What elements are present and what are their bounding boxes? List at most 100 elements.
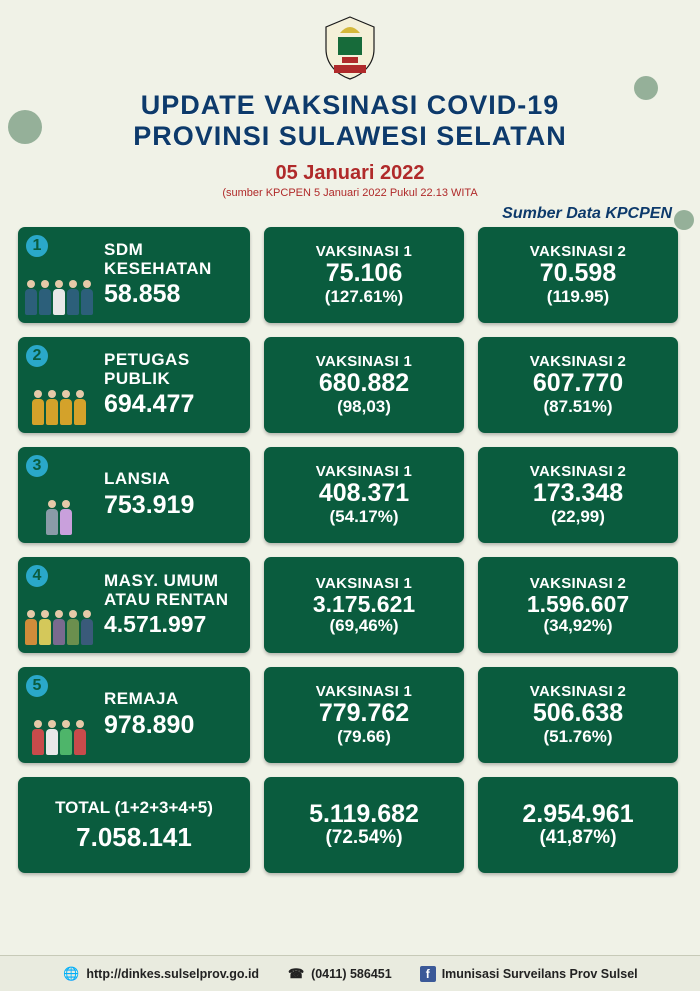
person-icon: [60, 729, 72, 755]
vaksinasi-1-card: VAKSINASI 1 779.762 (79.66): [264, 667, 464, 763]
total-label: TOTAL (1+2+3+4+5): [55, 798, 213, 818]
phone-text: (0411) 586451: [311, 967, 392, 981]
main-title: UPDATE VAKSINASI COVID-19 PROVINSI SULAW…: [18, 90, 682, 152]
category-people-icon: [24, 475, 94, 535]
vaksinasi-2-percent: (34,92%): [544, 616, 613, 636]
vaksinasi-2-percent: (51.76%): [544, 727, 613, 747]
person-icon: [53, 619, 65, 645]
category-total: 58.858: [104, 280, 244, 309]
person-icon: [74, 399, 86, 425]
total-value: 7.058.141: [76, 822, 192, 853]
category-card: 1 SDM KESEHATAN 58.858: [18, 227, 250, 323]
vaksinasi-1-percent: (127.61%): [325, 287, 403, 307]
category-total: 694.477: [104, 390, 244, 419]
vaksinasi-1-percent: (69,46%): [330, 616, 399, 636]
vaksinasi-1-value: 680.882: [319, 370, 409, 396]
phone-icon: ☎: [287, 965, 305, 983]
vaksinasi-1-card: VAKSINASI 1 75.106 (127.61%): [264, 227, 464, 323]
category-number-badge: 2: [24, 343, 50, 369]
category-name: REMAJA: [104, 690, 244, 709]
vaksinasi-2-label: VAKSINASI 2: [530, 683, 626, 700]
report-date: 05 Januari 2022: [18, 162, 682, 185]
category-name: PETUGAS PUBLIK: [104, 351, 244, 388]
vaksinasi-2-percent: (22,99): [551, 507, 605, 527]
vaksinasi-2-value: 506.638: [533, 700, 623, 726]
person-icon: [67, 619, 79, 645]
category-people-icon: [24, 585, 94, 645]
facebook-text: Imunisasi Surveilans Prov Sulsel: [442, 967, 638, 981]
infographic-page: UPDATE VAKSINASI COVID-19 PROVINSI SULAW…: [0, 0, 700, 991]
person-icon: [25, 619, 37, 645]
category-card: 2 PETUGAS PUBLIK 694.477: [18, 337, 250, 433]
total-card: TOTAL (1+2+3+4+5) 7.058.141: [18, 777, 250, 873]
category-card: 4 MASY. UMUM ATAU RENTAN 4.571.997: [18, 557, 250, 653]
title-line-1: UPDATE VAKSINASI COVID-19: [18, 90, 682, 121]
category-total: 978.890: [104, 711, 244, 740]
person-icon: [46, 399, 58, 425]
category-people-icon: [24, 695, 94, 755]
person-icon: [39, 289, 51, 315]
vaksinasi-2-label: VAKSINASI 2: [530, 463, 626, 480]
vaksinasi-2-label: VAKSINASI 2: [530, 353, 626, 370]
vaksinasi-1-value: 75.106: [326, 260, 402, 286]
category-number-badge: 3: [24, 453, 50, 479]
report-source-time: (sumber KPCPEN 5 Januari 2022 Pukul 22.1…: [18, 187, 682, 199]
category-text: SDM KESEHATAN 58.858: [102, 241, 244, 309]
vaksinasi-1-label: VAKSINASI 1: [316, 575, 412, 592]
vaksinasi-1-percent: (98,03): [337, 397, 391, 417]
vaksinasi-2-value: 607.770: [533, 370, 623, 396]
category-text: PETUGAS PUBLIK 694.477: [102, 351, 244, 419]
vaksinasi-1-label: VAKSINASI 1: [316, 243, 412, 260]
globe-icon: 🌐: [62, 965, 80, 983]
vaksinasi-2-label: VAKSINASI 2: [530, 575, 626, 592]
data-grid: 1 SDM KESEHATAN 58.858 VAKSINASI 1 75.10…: [18, 227, 682, 873]
vaksinasi-1-card: VAKSINASI 1 680.882 (98,03): [264, 337, 464, 433]
vaksinasi-2-percent: (119.95): [547, 287, 609, 307]
vaksinasi-1-label: VAKSINASI 1: [316, 353, 412, 370]
vaksinasi-2-card: VAKSINASI 2 173.348 (22,99): [478, 447, 678, 543]
title-line-2: PROVINSI SULAWESI SELATAN: [18, 121, 682, 152]
vaksinasi-1-value: 779.762: [319, 700, 409, 726]
category-name: MASY. UMUM ATAU RENTAN: [104, 572, 244, 609]
total-v2-percent: (41,87%): [539, 827, 616, 849]
footer-phone: ☎ (0411) 586451: [287, 965, 392, 983]
vaksinasi-2-card: VAKSINASI 2 1.596.607 (34,92%): [478, 557, 678, 653]
category-total: 4.571.997: [104, 611, 244, 638]
total-v2-value: 2.954.961: [522, 801, 633, 827]
person-icon: [74, 729, 86, 755]
person-icon: [46, 729, 58, 755]
person-icon: [53, 289, 65, 315]
footer-facebook: f Imunisasi Surveilans Prov Sulsel: [420, 966, 638, 982]
vaksinasi-1-label: VAKSINASI 1: [316, 463, 412, 480]
facebook-icon: f: [420, 966, 436, 982]
footer-website: 🌐 http://dinkes.sulselprov.go.id: [62, 965, 259, 983]
vaksinasi-2-value: 173.348: [533, 480, 623, 506]
total-v1-percent: (72.54%): [325, 827, 402, 849]
virus-decoration: [674, 210, 694, 230]
person-icon: [67, 289, 79, 315]
footer-bar: 🌐 http://dinkes.sulselprov.go.id ☎ (0411…: [0, 955, 700, 991]
category-name: LANSIA: [104, 470, 244, 489]
vaksinasi-1-percent: (79.66): [337, 727, 391, 747]
person-icon: [25, 289, 37, 315]
category-name: SDM KESEHATAN: [104, 241, 244, 278]
vaksinasi-2-card: VAKSINASI 2 506.638 (51.76%): [478, 667, 678, 763]
person-icon: [46, 509, 58, 535]
vaksinasi-1-value: 408.371: [319, 480, 409, 506]
vaksinasi-1-percent: (54.17%): [330, 507, 399, 527]
virus-decoration: [8, 110, 42, 144]
category-total: 753.919: [104, 491, 244, 520]
category-card: 3 LANSIA 753.919: [18, 447, 250, 543]
category-text: REMAJA 978.890: [102, 690, 244, 740]
person-icon: [32, 399, 44, 425]
vaksinasi-2-card: VAKSINASI 2 70.598 (119.95): [478, 227, 678, 323]
vaksinasi-1-label: VAKSINASI 1: [316, 683, 412, 700]
province-crest: [314, 12, 386, 84]
vaksinasi-1-card: VAKSINASI 1 408.371 (54.17%): [264, 447, 464, 543]
total-vaksinasi-2-card: 2.954.961 (41,87%): [478, 777, 678, 873]
category-number-badge: 4: [24, 563, 50, 589]
category-people-icon: [24, 365, 94, 425]
category-text: MASY. UMUM ATAU RENTAN 4.571.997: [102, 572, 244, 638]
data-source-label: Sumber Data KPCPEN: [18, 205, 682, 223]
vaksinasi-1-value: 3.175.621: [313, 592, 415, 616]
